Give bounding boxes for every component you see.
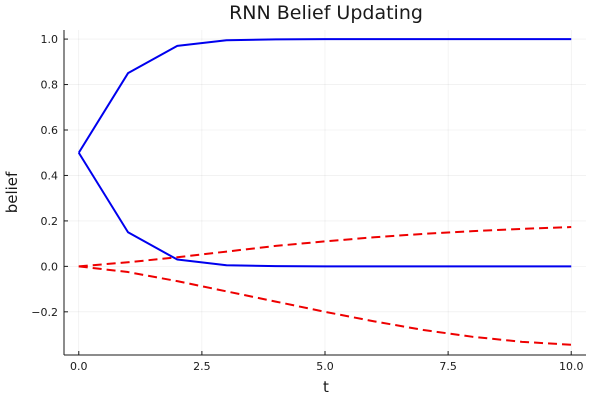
x-tick-label: 0.0 bbox=[70, 360, 88, 373]
y-tick-label: 0.8 bbox=[41, 79, 59, 92]
red-dashed-series-line-3 bbox=[78, 226, 572, 268]
grid bbox=[64, 30, 586, 355]
y-tick-label: 0.2 bbox=[41, 215, 59, 228]
y-tick-label: 1.0 bbox=[41, 33, 59, 46]
x-tick-label: 2.5 bbox=[193, 360, 211, 373]
y-tick-label: 0.0 bbox=[41, 260, 59, 273]
series-layer bbox=[77, 38, 572, 346]
x-tick-label: 5.0 bbox=[316, 360, 334, 373]
y-axis-label: belief bbox=[3, 171, 21, 213]
y-tick-label: 0.6 bbox=[41, 124, 59, 137]
blue-solid-series-line-2 bbox=[77, 152, 572, 268]
y-tick-label: −0.2 bbox=[31, 306, 58, 319]
chart-title: RNN Belief Updating bbox=[229, 2, 423, 24]
x-axis-label: t bbox=[323, 378, 329, 396]
y-ticks: −0.2 0.0 0.2 0.4 0.6 0.8 1.0 bbox=[31, 33, 68, 319]
x-tick-label: 10.0 bbox=[559, 360, 584, 373]
x-tick-label: 7.5 bbox=[439, 360, 457, 373]
blue-solid-series-line-1 bbox=[77, 38, 572, 154]
y-tick-label: 0.4 bbox=[41, 169, 59, 182]
x-ticks: 0.0 2.5 5.0 7.5 10.0 bbox=[70, 351, 583, 373]
